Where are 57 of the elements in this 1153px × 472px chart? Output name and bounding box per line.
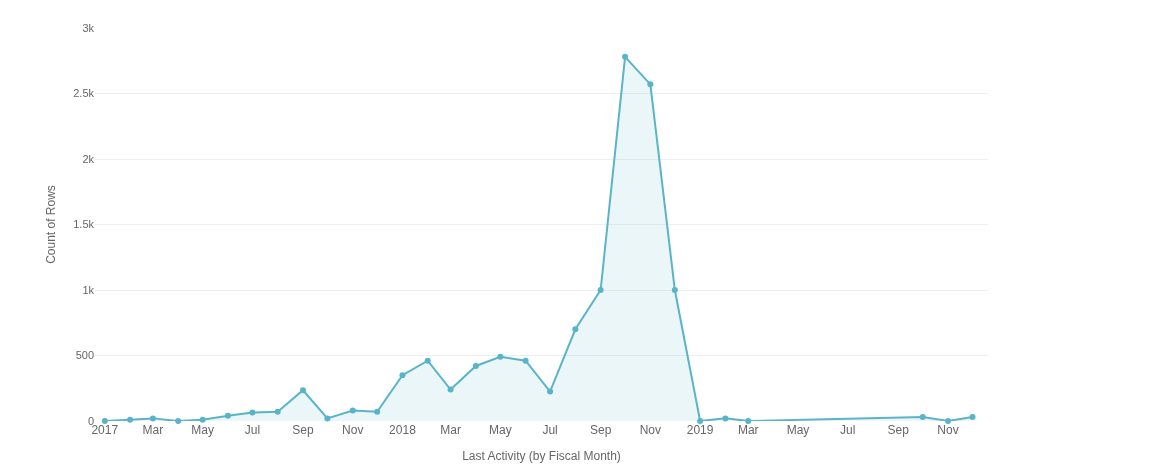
point — [127, 416, 134, 423]
x-tick-label: Jul — [542, 423, 558, 437]
point — [522, 357, 529, 364]
y-tick-label: 500 — [75, 349, 94, 362]
x-tick-label: Mar — [737, 423, 759, 437]
x-tick-label: Sep — [292, 423, 314, 437]
point — [324, 415, 331, 422]
y-tick-label: 1.5k — [73, 218, 95, 231]
point — [447, 386, 454, 393]
point — [299, 387, 306, 394]
y-tick-label: 2k — [82, 152, 95, 165]
x-tick-label: Jul — [244, 423, 261, 437]
x-tick-label: May — [488, 423, 512, 437]
x-tick-label: Nov — [342, 423, 364, 437]
point — [919, 414, 926, 421]
point — [697, 418, 704, 424]
x-tick-label: Nov — [639, 423, 662, 437]
x-tick-label: Mar — [440, 423, 461, 437]
point — [101, 418, 108, 424]
x-tick-label: 2019 — [686, 423, 714, 437]
x-tick-label: Jul — [840, 423, 856, 437]
point — [622, 53, 629, 60]
x-tick-label: Sep — [589, 423, 612, 437]
x-axis-title: Last Activity (by Fiscal Month) — [462, 448, 621, 463]
point — [424, 357, 431, 364]
point — [349, 407, 356, 414]
point — [969, 414, 976, 421]
y-axis-title: Count of Rows — [43, 185, 58, 264]
point — [175, 418, 182, 424]
point — [671, 287, 678, 293]
y-tick-label: 0 — [87, 414, 94, 427]
point — [945, 418, 952, 424]
x-tick-label: Sep — [887, 423, 910, 437]
point — [572, 326, 579, 333]
x-tick-label: Nov — [937, 423, 959, 437]
x-tick-label: May — [786, 423, 810, 437]
point — [399, 372, 406, 379]
point — [722, 415, 729, 422]
point — [374, 408, 381, 415]
point — [274, 408, 281, 415]
point — [224, 412, 231, 419]
x-tick-label: 2017 — [91, 423, 119, 437]
point — [249, 409, 256, 416]
y-tick-label: 2.5k — [73, 87, 95, 100]
x-tick-label: 2018 — [389, 423, 417, 437]
x-tick-label: May — [191, 423, 214, 437]
point — [497, 353, 504, 360]
point — [199, 416, 206, 423]
point — [597, 287, 604, 293]
point — [547, 388, 554, 395]
x-tick-label: Mar — [142, 423, 164, 437]
point — [472, 362, 479, 369]
point — [647, 81, 654, 88]
point — [745, 418, 752, 424]
y-tick-label: 3k — [82, 21, 95, 34]
point — [149, 415, 156, 422]
y-tick-label: 1k — [82, 283, 95, 296]
